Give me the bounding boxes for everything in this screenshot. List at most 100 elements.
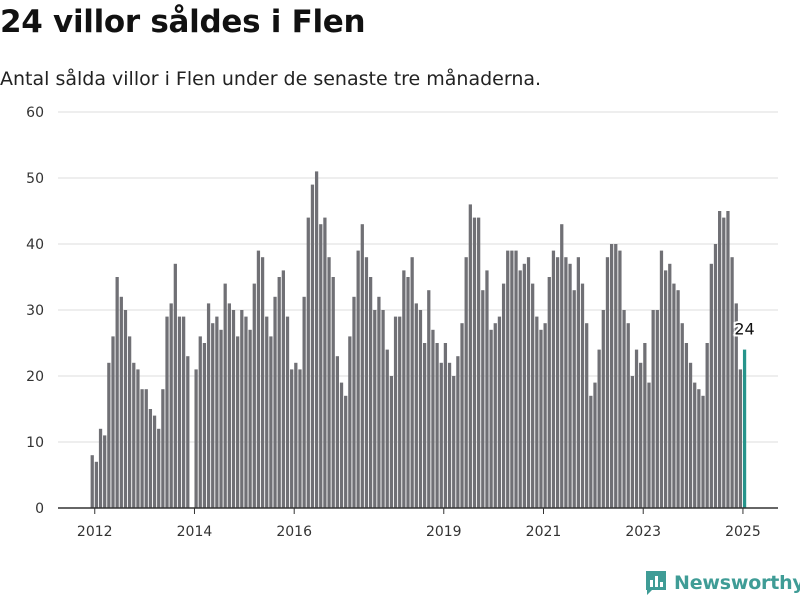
bar <box>115 277 119 508</box>
bar <box>252 283 256 508</box>
bar <box>302 296 306 508</box>
bar <box>514 250 518 508</box>
bar <box>518 270 522 508</box>
bar <box>119 296 123 508</box>
bar <box>327 257 331 508</box>
bar <box>165 316 169 508</box>
bar <box>169 303 173 508</box>
bar <box>551 250 556 508</box>
bar <box>244 316 248 508</box>
bar <box>381 310 385 508</box>
bar <box>456 356 460 508</box>
bar <box>211 323 215 508</box>
x-tick-label: 2021 <box>526 524 562 540</box>
bar <box>601 310 605 508</box>
bar <box>705 343 709 508</box>
bar <box>231 310 236 508</box>
x-tick-label: 2019 <box>426 524 462 540</box>
brand-name: Newsworthy <box>674 572 800 594</box>
bar <box>319 224 323 508</box>
bar <box>256 250 261 508</box>
bar <box>265 316 269 508</box>
bar <box>651 310 655 508</box>
bar <box>310 184 315 508</box>
bar <box>360 224 364 508</box>
bar <box>663 270 668 508</box>
bar <box>564 257 568 508</box>
bar <box>335 356 340 508</box>
bar <box>709 263 713 508</box>
bar <box>626 323 630 508</box>
bar <box>219 329 223 508</box>
bar <box>472 217 477 508</box>
bar <box>410 257 414 508</box>
bar <box>298 369 302 508</box>
bar-latest <box>742 349 747 508</box>
bar <box>194 369 198 508</box>
bar <box>618 250 622 508</box>
bar <box>148 409 153 508</box>
bar <box>555 257 560 508</box>
bar <box>497 316 502 508</box>
newsworthy-logo[interactable]: Newsworthy <box>644 568 800 598</box>
bar-chart: 0 10 20 30 40 50 60 2012 2014 2016 2019 2021 2023 202… <box>26 105 778 540</box>
bar <box>269 336 273 508</box>
bar <box>684 343 689 508</box>
bar <box>389 376 394 508</box>
bar <box>730 257 734 508</box>
bar <box>535 316 539 508</box>
bar <box>643 343 647 508</box>
bar <box>402 270 406 508</box>
bar <box>132 362 136 508</box>
bar <box>144 389 148 508</box>
x-tick-label: 2016 <box>276 524 312 540</box>
bar <box>589 395 593 508</box>
bar <box>510 250 514 508</box>
bar <box>427 290 431 508</box>
bar <box>431 329 435 508</box>
bar <box>281 270 285 508</box>
bar <box>240 310 244 508</box>
bar <box>161 389 165 508</box>
bar <box>323 217 327 508</box>
bar <box>202 343 207 508</box>
bar <box>273 296 277 508</box>
y-tick-label: 50 <box>26 171 44 187</box>
bar <box>585 323 589 508</box>
bar <box>364 257 369 508</box>
bar <box>439 362 443 508</box>
bar <box>464 257 468 508</box>
x-tick-label: 2025 <box>725 524 761 540</box>
y-tick-label: 10 <box>26 435 44 451</box>
bar <box>580 283 585 508</box>
bar <box>477 217 481 508</box>
bar <box>576 257 580 508</box>
bar <box>672 283 676 508</box>
bar <box>215 316 219 508</box>
bar <box>314 171 319 508</box>
bar <box>377 296 381 508</box>
bar <box>157 428 161 508</box>
bar <box>668 263 672 508</box>
bar <box>406 277 410 508</box>
chart-title: 24 villor såldes i Flen <box>0 4 366 40</box>
bar <box>107 362 111 508</box>
y-tick-label: 60 <box>26 105 44 121</box>
bar <box>630 376 635 508</box>
bar <box>285 316 290 508</box>
bar <box>547 277 551 508</box>
bar <box>734 303 738 508</box>
bar <box>647 382 651 508</box>
bar <box>634 349 639 508</box>
bar <box>398 316 402 508</box>
bar <box>722 217 726 508</box>
bar <box>128 336 132 508</box>
bar <box>435 343 439 508</box>
bar <box>331 277 335 508</box>
bar <box>418 310 423 508</box>
bar <box>393 316 398 508</box>
bar <box>290 369 294 508</box>
bar <box>339 382 344 508</box>
bar <box>697 389 701 508</box>
x-tick-label: 2012 <box>77 524 113 540</box>
